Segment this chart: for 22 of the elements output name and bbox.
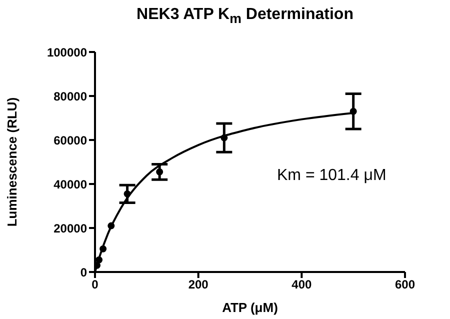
y-tick-label: 80000 [54,89,88,104]
chart-title: NEK3 ATP K$_{m}$ Determination [136,5,354,28]
y-axis-title: Luminescence (RLU) [4,97,20,227]
y-tick-label: 40000 [54,177,88,192]
point [95,262,101,269]
annotation: Km = 101.4 μM [277,167,386,185]
point [96,256,103,264]
point [108,222,115,230]
y-tick-label: 0 [80,265,88,280]
point [100,245,107,252]
x-tick-label: 400 [292,278,312,292]
point [350,108,357,115]
y-tick-label: 100000 [46,45,88,60]
y-tick-label: 60000 [54,133,88,148]
x-tick-label: 0 [92,278,99,292]
point [156,168,164,176]
point [220,134,228,142]
y-tick-label: 20000 [54,221,88,236]
x-tick-label: 600 [394,278,416,292]
x-axis-title: ATP (μM) [222,300,278,315]
x-tick-label: 200 [188,278,209,292]
point [124,190,131,198]
